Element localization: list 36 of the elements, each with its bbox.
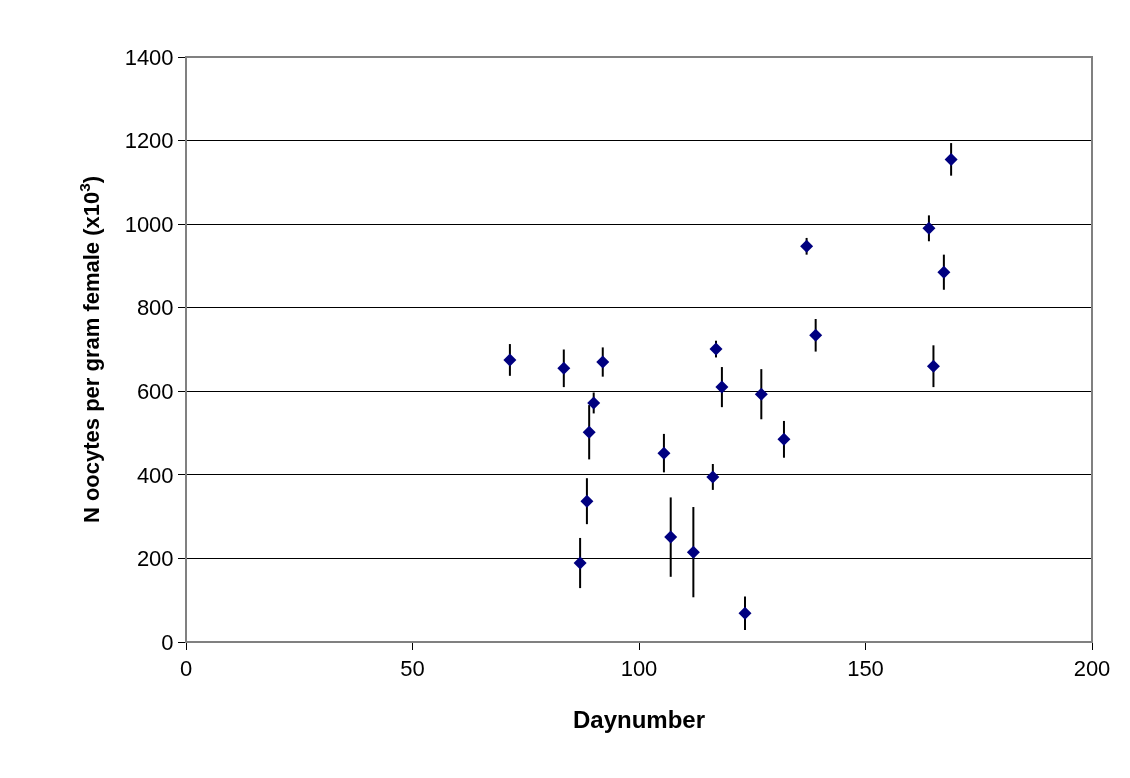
- y-tick-label: 0: [161, 629, 174, 655]
- x-tick-label: 0: [179, 656, 193, 682]
- point: [582, 425, 596, 439]
- point: [922, 221, 936, 235]
- point: [809, 328, 823, 342]
- y-tick-label: 1200: [124, 128, 174, 154]
- point: [800, 239, 814, 253]
- x-tick-label: 50: [400, 656, 425, 682]
- y-tick-label: 1000: [124, 211, 174, 237]
- x-tick-label: 150: [847, 656, 884, 682]
- point: [706, 470, 720, 484]
- point: [738, 606, 752, 620]
- point: [657, 446, 671, 460]
- point: [664, 530, 678, 544]
- x-tick-label: 200: [1073, 656, 1111, 682]
- point: [580, 494, 594, 508]
- x-axis-title: Daynumber: [572, 705, 706, 733]
- point: [926, 359, 940, 373]
- point: [944, 152, 958, 166]
- point: [686, 545, 700, 559]
- point: [503, 353, 517, 367]
- y-tick-label: 600: [136, 378, 174, 404]
- point: [587, 396, 601, 410]
- y-tick-label: 400: [136, 462, 174, 488]
- point: [754, 387, 768, 401]
- point: [777, 432, 791, 446]
- x-tick-label: 100: [620, 656, 658, 682]
- point: [573, 556, 587, 570]
- point: [937, 265, 951, 279]
- point: [557, 361, 571, 375]
- point: [715, 380, 729, 394]
- y-tick-label: 800: [136, 295, 174, 321]
- y-tick-label: 200: [136, 546, 174, 572]
- y-tick-label: 1400: [124, 44, 174, 70]
- point: [709, 342, 723, 356]
- point: [596, 355, 610, 369]
